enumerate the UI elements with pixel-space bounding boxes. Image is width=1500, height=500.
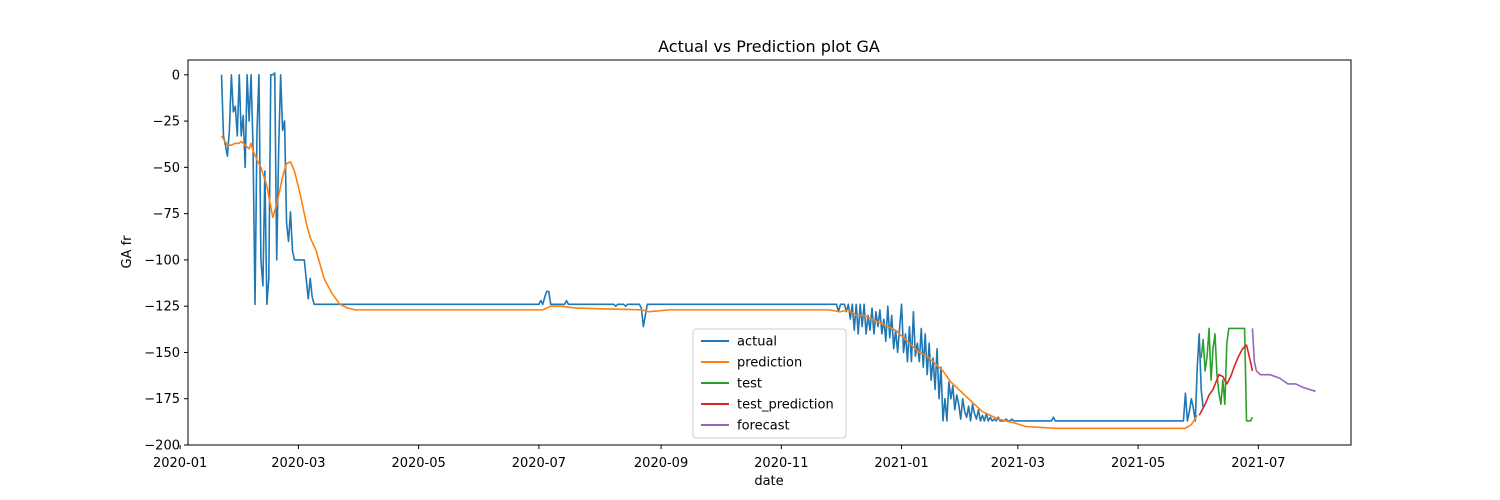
y-tick-label: −50: [153, 161, 180, 176]
legend-box: [692, 328, 847, 439]
chart-title: Actual vs Prediction plot GA: [658, 37, 880, 56]
series-line-forecast: [1251, 328, 1316, 393]
y-axis-label: GA fr: [120, 235, 135, 269]
y-tick-label: −75: [153, 207, 180, 222]
y-tick-label: −100: [144, 253, 180, 268]
x-tick-label: 2020-01: [153, 456, 207, 471]
legend-label-actual: actual: [737, 335, 777, 350]
x-tick-label: 2021-01: [874, 456, 928, 471]
x-tick-label: 2020-03: [271, 456, 325, 471]
x-tick-label: 2020-11: [754, 456, 808, 471]
y-tick-label: 0: [172, 68, 180, 83]
y-tick-label: −150: [144, 346, 180, 361]
y-tick-label: −175: [144, 392, 180, 407]
legend-label-forecast: forecast: [737, 419, 790, 434]
series-line-test-prediction: [1198, 344, 1254, 416]
plot-area: [220, 72, 1316, 430]
axes-frame: [187, 59, 1352, 446]
x-axis-label: date: [754, 474, 783, 489]
series-line-actual: [220, 72, 1204, 422]
x-tick-label: 2020-07: [512, 456, 566, 471]
x-axis: 2020-01 2020-03 2020-05 2020-07 2020-09 2020-…: [153, 445, 1286, 471]
x-tick-label: 2020-05: [391, 456, 445, 471]
legend-label-test-prediction: test_prediction: [737, 398, 834, 413]
y-tick-label: −125: [144, 300, 180, 315]
x-tick-label: 2021-03: [991, 456, 1045, 471]
y-tick-label: −25: [153, 115, 180, 130]
legend[interactable]: actual prediction test test_predictionforec…: [692, 328, 847, 439]
legend-label-prediction: prediction: [737, 356, 802, 371]
x-tick-label: 2021-05: [1111, 456, 1165, 471]
x-tick-label: 2021-07: [1231, 456, 1285, 471]
y-tick-label: −200: [144, 439, 180, 454]
y-axis: 0 −25 −50 −75 −100 −125 −150 −175 −200: [144, 68, 188, 454]
x-tick-label: 2020-09: [634, 456, 688, 471]
series-line-prediction: [220, 135, 1198, 430]
legend-label-test: test: [737, 377, 762, 392]
series-line-test: [1200, 327, 1254, 422]
